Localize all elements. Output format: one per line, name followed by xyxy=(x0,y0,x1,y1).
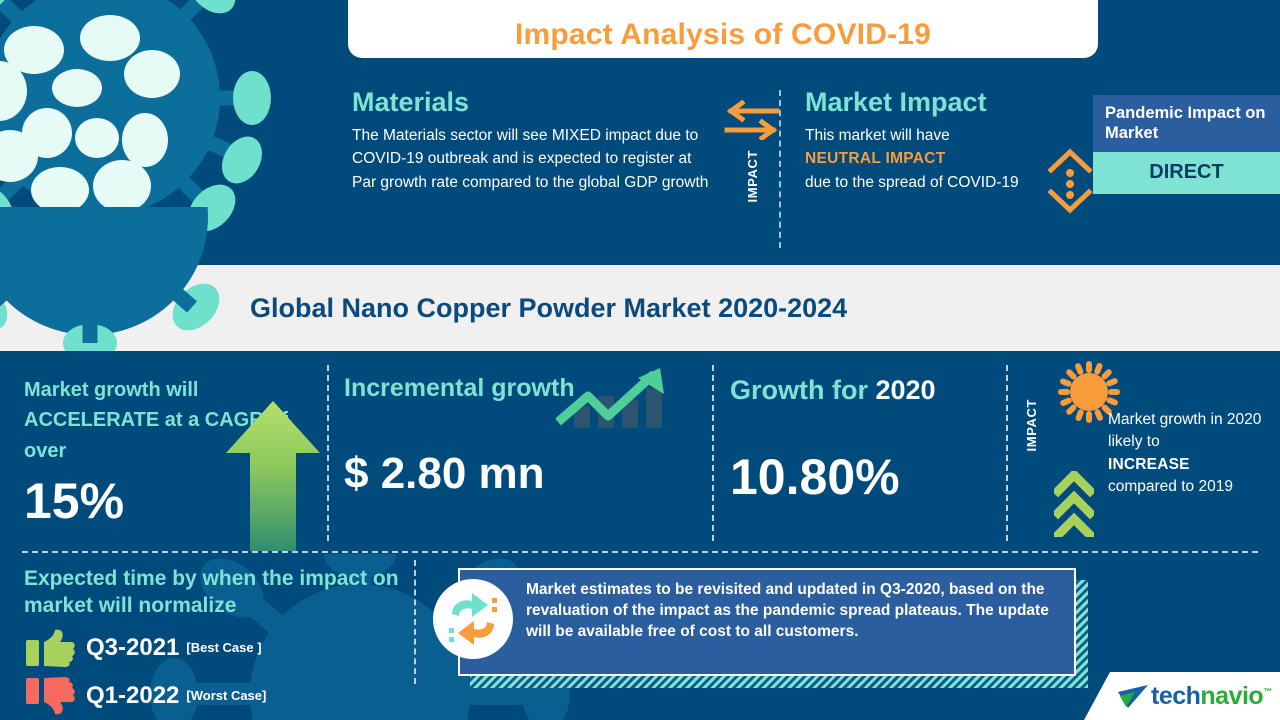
trending-up-chart-icon xyxy=(556,368,664,428)
growth-lead-year: 2020 xyxy=(875,375,936,405)
stats-row: Market growth will ACCELERATE at a CAGR … xyxy=(0,351,1280,554)
worst-case-tag: [Worst Case] xyxy=(186,688,267,704)
impact-2020-label: IMPACT xyxy=(1024,399,1039,452)
bottom-section: Expected time by when the impact on mark… xyxy=(0,554,1280,720)
vertical-divider xyxy=(779,90,781,248)
best-case-row: Q3-2021 [Best Case ] xyxy=(24,628,424,668)
thumbs-down-icon xyxy=(26,676,75,714)
cagr-lead: Market growth will ACCELERATE at a CAGR … xyxy=(24,379,289,462)
coronavirus-decoration-icon xyxy=(0,207,220,362)
impact-label: IMPACT xyxy=(744,150,760,203)
note-text: Market estimates to be revisited and upd… xyxy=(458,568,1076,676)
page-title: Impact Analysis of COVID-19 xyxy=(514,18,932,51)
market-impact-post: due to the spread of COVID-19 xyxy=(805,173,1019,191)
horizontal-divider xyxy=(22,551,1258,553)
market-impact-block: Market Impact This market will have NEUT… xyxy=(805,87,1055,194)
logo-background xyxy=(1084,672,1280,720)
impact-2020-block: IMPACT xyxy=(1016,361,1280,551)
materials-block: Materials The Materials sector will see … xyxy=(352,87,712,194)
incremental-lead: Incremental growth xyxy=(344,374,575,402)
report-title-bar: Global Nano Copper Powder Market 2020-20… xyxy=(0,207,1280,362)
technavio-dart-icon xyxy=(1118,684,1148,708)
impact-2020-emphasis: INCREASE xyxy=(1108,455,1190,473)
virus-dot-icon xyxy=(1058,361,1120,423)
refresh-cycle-icon xyxy=(433,579,513,659)
logo-trademark: ™ xyxy=(1263,686,1272,697)
growth-value: 10.80% xyxy=(730,449,900,505)
note-block: Market estimates to be revisited and upd… xyxy=(433,568,1088,688)
impact-2020-pre: Market growth in 2020 likely to xyxy=(1108,411,1262,451)
pandemic-panel-value: DIRECT xyxy=(1093,152,1280,195)
up-arrow-icon xyxy=(226,401,320,551)
thumbs-up-icon xyxy=(26,629,75,667)
best-case-quarter: Q3-2021 xyxy=(86,633,180,661)
top-section: Impact Analysis of COVID-19 Materials Th… xyxy=(0,0,1280,271)
coronavirus-icon xyxy=(0,0,272,288)
logo-text-navio: navio xyxy=(1200,682,1264,710)
logo-text-tech: tech xyxy=(1151,682,1201,710)
growth-2020-block: Growth for 2020 10.80% xyxy=(730,375,1000,506)
impact-divider: IMPACT xyxy=(722,100,782,250)
report-title: Global Nano Copper Powder Market 2020-20… xyxy=(250,292,848,323)
pandemic-panel-title: Pandemic Impact on Market xyxy=(1093,95,1280,153)
left-right-arrows-icon xyxy=(724,100,780,140)
materials-body: The Materials sector will see MIXED impa… xyxy=(352,126,709,191)
worst-case-row: Q1-2022 [Worst Case] xyxy=(24,676,424,716)
incremental-value: $ 2.80 mn xyxy=(344,449,545,498)
growth-lead-teal: Growth for xyxy=(730,375,876,405)
up-down-chevron-icon xyxy=(1047,148,1093,214)
materials-heading: Materials xyxy=(352,87,470,117)
pandemic-impact-panel: Pandemic Impact on Market DIRECT xyxy=(1093,95,1280,195)
stats-divider-3 xyxy=(1006,365,1008,541)
market-impact-pre: This market will have xyxy=(805,126,950,144)
incremental-growth-block: Incremental growth $ 2.80 mn xyxy=(344,373,694,499)
worst-case-quarter: Q1-2022 xyxy=(86,681,180,709)
normalize-lead: Expected time by when the impact on mark… xyxy=(24,567,399,618)
double-chevron-up-icon xyxy=(1054,471,1094,537)
cagr-value: 15% xyxy=(24,473,125,530)
market-impact-heading: Market Impact xyxy=(805,87,987,117)
impact-2020-post: compared to 2019 xyxy=(1108,478,1233,496)
normalize-block: Expected time by when the impact on mark… xyxy=(24,565,424,716)
best-case-tag: [Best Case ] xyxy=(186,640,262,656)
bottom-divider xyxy=(414,560,416,684)
technavio-logo: technavio™ xyxy=(1084,672,1280,720)
title-banner: Impact Analysis of COVID-19 xyxy=(348,0,1098,58)
cagr-block: Market growth will ACCELERATE at a CAGR … xyxy=(24,375,324,530)
stats-divider-1 xyxy=(327,365,329,541)
market-impact-emphasis: NEUTRAL IMPACT xyxy=(805,150,946,168)
stats-divider-2 xyxy=(712,365,714,541)
